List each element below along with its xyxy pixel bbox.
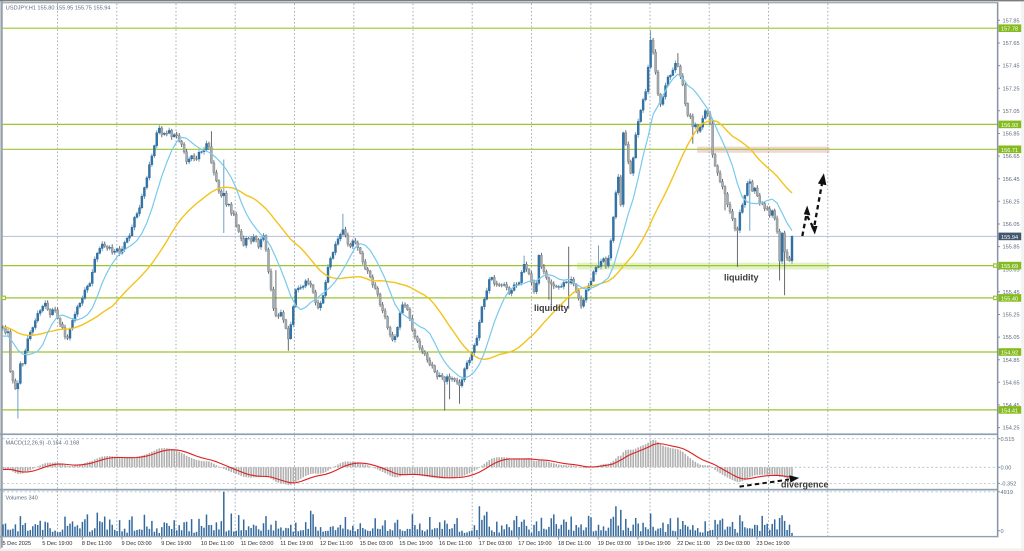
svg-text:156.85: 156.85 bbox=[1003, 132, 1020, 138]
svg-text:MACD(12,26,9) -0.164 -0.168: MACD(12,26,9) -0.164 -0.168 bbox=[6, 441, 80, 447]
svg-text:USDJPY,H1 155.80 155.95 155.7: USDJPY,H1 155.80 155.95 155.75 155.94 bbox=[6, 6, 111, 12]
svg-text:divergence: divergence bbox=[781, 479, 829, 489]
svg-text:155.85: 155.85 bbox=[1003, 245, 1020, 251]
svg-text:154.92: 154.92 bbox=[1001, 351, 1018, 357]
svg-text:8 Dec 11:00: 8 Dec 11:00 bbox=[82, 541, 112, 547]
svg-text:11 Dec 19:00: 11 Dec 19:00 bbox=[280, 541, 313, 547]
svg-text:12 Dec 11:00: 12 Dec 11:00 bbox=[320, 541, 353, 547]
svg-text:Volumes 340: Volumes 340 bbox=[6, 496, 38, 502]
svg-text:156.65: 156.65 bbox=[1003, 154, 1020, 160]
svg-text:18 Dec 11:00: 18 Dec 11:00 bbox=[558, 541, 591, 547]
svg-text:156.25: 156.25 bbox=[1003, 199, 1020, 205]
svg-text:liquidity: liquidity bbox=[724, 273, 759, 283]
svg-text:157.78: 157.78 bbox=[1001, 27, 1018, 33]
svg-text:liquidity: liquidity bbox=[534, 303, 569, 313]
svg-text:16 Dec 11:00: 16 Dec 11:00 bbox=[439, 541, 472, 547]
svg-text:0.00: 0.00 bbox=[1001, 465, 1012, 471]
svg-text:4919: 4919 bbox=[1001, 490, 1013, 496]
svg-text:155.40: 155.40 bbox=[1001, 296, 1018, 302]
svg-text:154.65: 154.65 bbox=[1003, 380, 1020, 386]
svg-text:9 Dec 19:00: 9 Dec 19:00 bbox=[161, 541, 191, 547]
svg-text:155.65: 155.65 bbox=[1003, 267, 1020, 273]
svg-text:154.45: 154.45 bbox=[1003, 403, 1020, 409]
svg-text:19 Dec 19:00: 19 Dec 19:00 bbox=[637, 541, 670, 547]
svg-text:23 Dec 03:00: 23 Dec 03:00 bbox=[717, 541, 750, 547]
svg-text:19 Dec 03:00: 19 Dec 03:00 bbox=[598, 541, 631, 547]
svg-text:157.45: 157.45 bbox=[1003, 64, 1020, 70]
svg-text:157.65: 157.65 bbox=[1003, 41, 1020, 47]
svg-text:155.45: 155.45 bbox=[1003, 290, 1020, 296]
svg-text:0: 0 bbox=[1001, 529, 1004, 535]
svg-text:157.25: 157.25 bbox=[1003, 86, 1020, 92]
svg-text:157.05: 157.05 bbox=[1003, 109, 1020, 115]
svg-text:17 Dec 19:00: 17 Dec 19:00 bbox=[518, 541, 551, 547]
svg-text:155.05: 155.05 bbox=[1003, 335, 1020, 341]
svg-text:155.25: 155.25 bbox=[1003, 313, 1020, 319]
svg-text:157.85: 157.85 bbox=[1003, 18, 1020, 24]
svg-text:156.71: 156.71 bbox=[1001, 148, 1018, 154]
svg-text:5 Dec 2025: 5 Dec 2025 bbox=[3, 541, 32, 547]
svg-text:154.25: 154.25 bbox=[1003, 426, 1020, 432]
svg-text:15 Dec 03:00: 15 Dec 03:00 bbox=[360, 541, 393, 547]
svg-text:154.41: 154.41 bbox=[1001, 408, 1018, 414]
svg-text:-0.352: -0.352 bbox=[1001, 482, 1017, 488]
svg-text:156.05: 156.05 bbox=[1003, 222, 1020, 228]
svg-text:15 Dec 19:00: 15 Dec 19:00 bbox=[399, 541, 432, 547]
svg-text:22 Dec 11:00: 22 Dec 11:00 bbox=[677, 541, 710, 547]
svg-text:17 Dec 03:00: 17 Dec 03:00 bbox=[479, 541, 512, 547]
svg-text:10 Dec 11:00: 10 Dec 11:00 bbox=[201, 541, 234, 547]
svg-text:5 Dec 19:00: 5 Dec 19:00 bbox=[42, 541, 72, 547]
svg-text:155.69: 155.69 bbox=[1001, 264, 1018, 270]
svg-text:9 Dec 03:00: 9 Dec 03:00 bbox=[122, 541, 152, 547]
svg-text:0.515: 0.515 bbox=[1001, 437, 1015, 443]
svg-text:11 Dec 03:00: 11 Dec 03:00 bbox=[241, 541, 274, 547]
svg-text:156.93: 156.93 bbox=[1001, 123, 1018, 129]
svg-text:155.94: 155.94 bbox=[1001, 235, 1018, 241]
svg-text:23 Dec 19:00: 23 Dec 19:00 bbox=[756, 541, 789, 547]
svg-text:154.85: 154.85 bbox=[1003, 358, 1020, 364]
svg-text:156.45: 156.45 bbox=[1003, 177, 1020, 183]
